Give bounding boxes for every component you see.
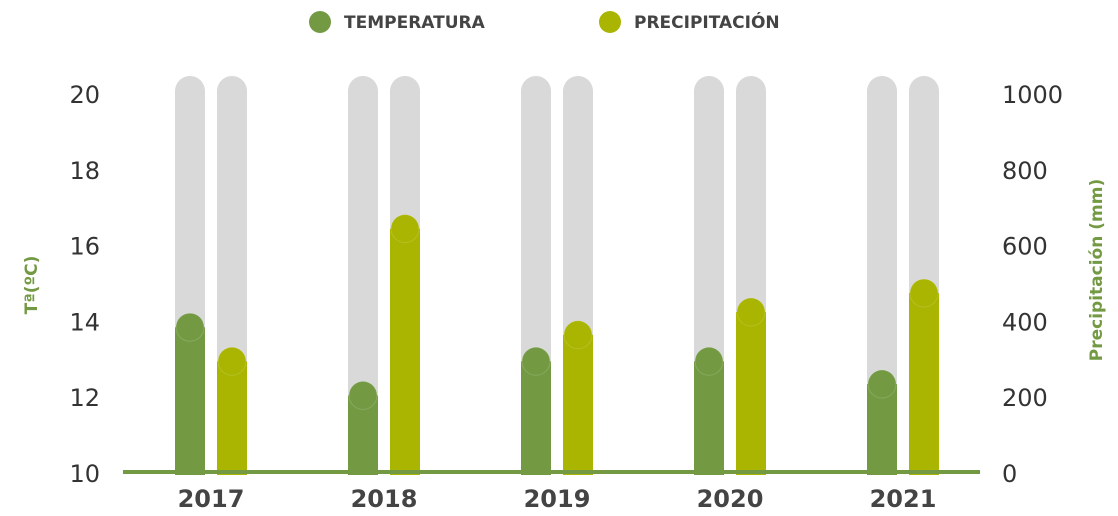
x-tick-label: 2021 [870, 485, 937, 513]
y-tick-label: 14 [69, 308, 100, 336]
bar [563, 334, 593, 475]
y-tick-label: 20 [69, 81, 100, 109]
bar [521, 361, 551, 475]
bar-cap [390, 214, 420, 244]
bar-cap [867, 369, 897, 399]
x-tick-label: 2018 [351, 485, 418, 513]
bar [217, 361, 247, 475]
bar-cap [348, 380, 378, 410]
y2-tick-label: 0 [1002, 460, 1017, 488]
bar [694, 361, 724, 475]
bar [175, 327, 205, 475]
y2-axis-label: Precipitación (mm) [1087, 179, 1107, 361]
bar [736, 312, 766, 475]
x-tick-label: 2019 [524, 485, 591, 513]
x-tick-label: 2020 [697, 485, 764, 513]
y2-tick-label: 400 [1002, 308, 1048, 336]
y2-tick-label: 600 [1002, 233, 1048, 261]
legend-label: TEMPERATURA [344, 13, 486, 33]
bar-cap [909, 278, 939, 308]
y-tick-label: 10 [69, 460, 100, 488]
bar-cap [563, 320, 593, 350]
bar-track [348, 76, 378, 475]
bar-cap [521, 346, 551, 376]
legend-label: PRECIPITACIÓN [634, 11, 780, 33]
bar-cap [694, 346, 724, 376]
legend-swatch [599, 11, 621, 33]
y2-tick-label: 200 [1002, 384, 1048, 412]
y2-tick-label: 800 [1002, 157, 1048, 185]
bar-cap [175, 312, 205, 342]
bar [909, 293, 939, 475]
bar-cap [217, 346, 247, 376]
bar-cap [736, 297, 766, 327]
y-tick-label: 18 [69, 157, 100, 185]
y2-tick-label: 1000 [1002, 81, 1063, 109]
bar [867, 384, 897, 475]
y-tick-label: 12 [69, 384, 100, 412]
y-axis-label: Tª(ºC) [22, 256, 42, 315]
x-tick-label: 2017 [178, 485, 245, 513]
legend-swatch [309, 11, 331, 33]
bar [390, 228, 420, 475]
y-tick-label: 16 [69, 233, 100, 261]
